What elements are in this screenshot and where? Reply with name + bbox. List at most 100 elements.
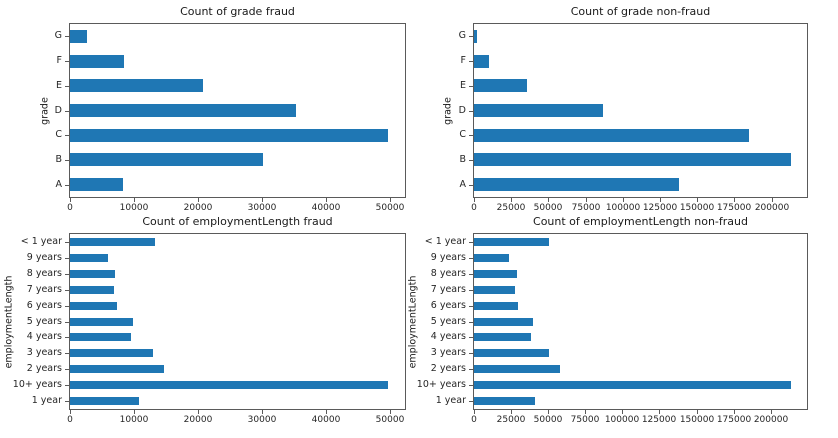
y-tick-label: 6 years	[430, 300, 466, 311]
y-tick-mark	[65, 242, 69, 243]
y-tick-mark	[65, 385, 69, 386]
y-tick-mark	[469, 337, 473, 338]
y-tick-mark	[65, 160, 69, 161]
x-tick-mark	[262, 410, 263, 414]
x-tick-label: 0	[471, 203, 477, 213]
x-tick-mark	[474, 198, 475, 202]
bar-c	[70, 129, 388, 142]
y-tick-label: 4 years	[26, 331, 62, 342]
x-tick-mark	[70, 410, 71, 414]
x-tick-label: 75000	[571, 203, 601, 213]
y-tick-mark	[65, 401, 69, 402]
bar-b	[474, 153, 791, 166]
bar-5-years	[70, 318, 133, 326]
y-tick-mark	[469, 258, 473, 259]
bar-1-year	[70, 397, 139, 405]
x-tick-mark	[697, 198, 698, 202]
bar-d	[70, 104, 296, 117]
x-tick-label: 125000	[642, 203, 678, 213]
bar-10+-years	[70, 381, 388, 389]
y-tick-mark	[65, 306, 69, 307]
y-tick-label: 5 years	[26, 316, 62, 327]
x-tick-mark	[586, 198, 587, 202]
x-tick-label: 20000	[183, 415, 213, 425]
y-tick-label: < 1 year	[424, 236, 466, 247]
plot-area	[473, 23, 808, 198]
bar-10+-years	[474, 381, 791, 389]
bar-8-years	[70, 270, 115, 278]
y-tick-label: 4 years	[430, 331, 466, 342]
bar-e	[474, 79, 527, 92]
x-tick-label: 150000	[679, 203, 715, 213]
y-tick-mark	[65, 111, 69, 112]
x-tick-label: 100000	[604, 415, 640, 425]
bar-4-years	[474, 333, 531, 341]
y-tick-label: 1 year	[435, 395, 466, 406]
y-axis-label: employmentLength	[3, 275, 15, 368]
x-tick-label: 25000	[496, 203, 526, 213]
x-tick-label: 40000	[311, 203, 341, 213]
bar-7-years	[70, 286, 114, 294]
y-tick-label: D	[54, 105, 62, 116]
bar-f	[70, 55, 124, 68]
x-tick-mark	[548, 198, 549, 202]
x-tick-mark	[772, 198, 773, 202]
x-tick-mark	[511, 198, 512, 202]
x-tick-mark	[659, 410, 660, 414]
y-tick-mark	[469, 401, 473, 402]
x-tick-label: 30000	[247, 415, 277, 425]
y-tick-label: E	[55, 80, 62, 91]
x-tick-label: 200000	[754, 203, 790, 213]
y-tick-label: 5 years	[430, 316, 466, 327]
y-tick-label: < 1 year	[20, 236, 62, 247]
x-tick-mark	[474, 410, 475, 414]
bar-7-years	[474, 286, 515, 294]
bar-c	[474, 129, 749, 142]
x-tick-label: 200000	[753, 415, 789, 425]
plot-area	[69, 233, 406, 410]
y-tick-label: 1 year	[31, 395, 62, 406]
x-tick-mark	[134, 198, 135, 202]
y-tick-mark	[469, 306, 473, 307]
y-tick-mark	[65, 274, 69, 275]
y-tick-mark	[469, 135, 473, 136]
bar-a	[474, 178, 679, 191]
y-tick-mark	[65, 353, 69, 354]
x-tick-label: 175000	[716, 203, 752, 213]
bar--1-year	[70, 238, 155, 246]
bar-4-years	[70, 333, 131, 341]
y-tick-label: C	[459, 129, 466, 140]
chart-title: Count of grade non-fraud	[570, 5, 711, 18]
y-tick-mark	[469, 369, 473, 370]
x-tick-label: 100000	[605, 203, 641, 213]
y-tick-mark	[65, 36, 69, 37]
y-tick-label: 7 years	[26, 284, 62, 295]
x-tick-mark	[134, 410, 135, 414]
y-axis-label: grade	[442, 96, 454, 125]
x-tick-label: 75000	[570, 415, 600, 425]
y-tick-mark	[65, 290, 69, 291]
y-tick-mark	[469, 290, 473, 291]
bar-6-years	[70, 302, 117, 310]
y-tick-label: B	[55, 154, 62, 165]
y-tick-label: 8 years	[430, 268, 466, 279]
y-axis-label: grade	[39, 96, 51, 125]
x-tick-label: 10000	[119, 415, 149, 425]
y-tick-label: 9 years	[430, 252, 466, 263]
y-tick-mark	[65, 61, 69, 62]
x-tick-mark	[623, 198, 624, 202]
y-tick-label: 3 years	[430, 347, 466, 358]
bar-8-years	[474, 270, 517, 278]
x-tick-label: 125000	[641, 415, 677, 425]
x-tick-mark	[734, 410, 735, 414]
x-tick-mark	[697, 410, 698, 414]
x-tick-label: 40000	[311, 415, 341, 425]
bar-6-years	[474, 302, 518, 310]
y-tick-label: 7 years	[430, 284, 466, 295]
x-tick-mark	[622, 410, 623, 414]
y-tick-mark	[469, 274, 473, 275]
bar-3-years	[474, 349, 549, 357]
bar-d	[474, 104, 603, 117]
x-tick-label: 0	[471, 415, 477, 425]
